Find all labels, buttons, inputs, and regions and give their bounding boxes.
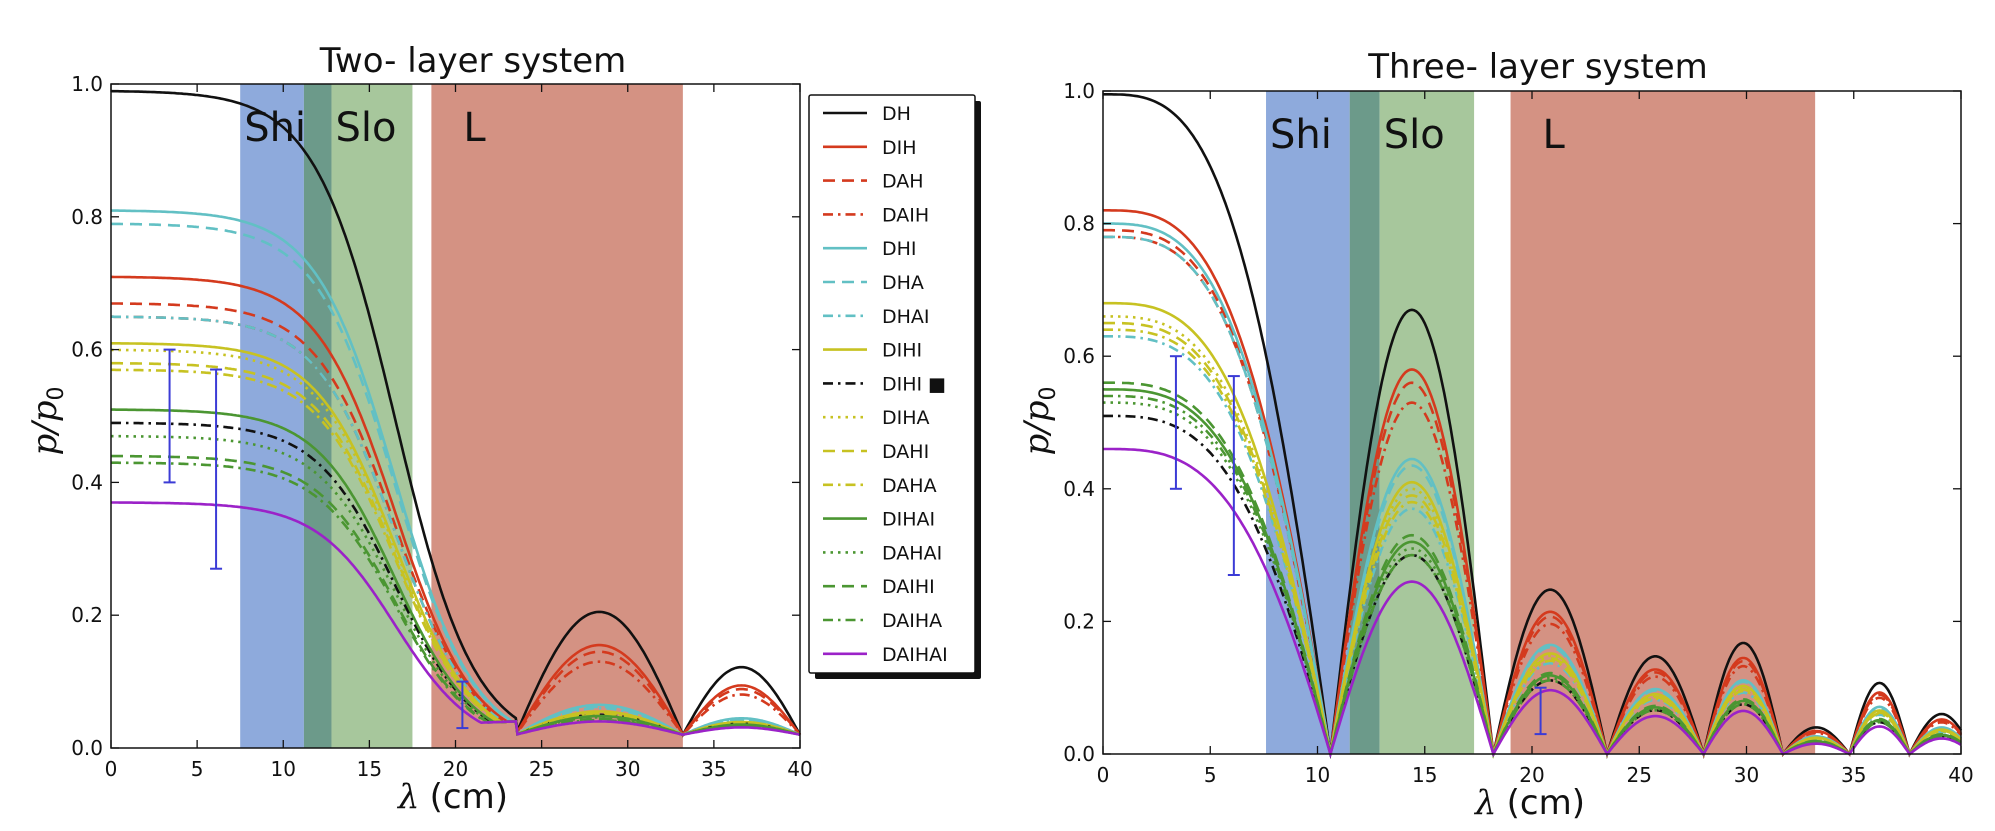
- x-tick-label: 20: [443, 757, 468, 781]
- legend-entry: DAIHA: [882, 610, 942, 632]
- region-label: Shi: [244, 105, 306, 151]
- legend: DH DIH DAH DAIH DHI DHA DHAI DIHI DIHI ■ DIHA DAHI…: [808, 94, 981, 679]
- series-line: [1103, 93, 1963, 760]
- x-tick-label: 35: [701, 757, 726, 781]
- x-tick-label: 5: [191, 757, 204, 781]
- legend-entry: DHI: [882, 238, 917, 260]
- legend-entry: DHAI: [882, 306, 930, 328]
- legend-entry: DAIHAI: [882, 644, 948, 666]
- y-tick-label: 0.0: [1063, 742, 1095, 766]
- y-tick-label: 1.0: [71, 72, 103, 96]
- y-tick-label: 0.2: [1063, 609, 1095, 633]
- x-tick-label: 25: [529, 757, 554, 781]
- legend-entry: DIHAI: [882, 509, 935, 531]
- region-label: Slo: [1384, 112, 1445, 158]
- x-tick-label: 30: [1734, 763, 1759, 787]
- region-band: [431, 84, 683, 748]
- y-tick-label: 0.4: [71, 470, 103, 494]
- y-tick-label: 0.6: [71, 338, 103, 362]
- legend-entry: DAIHI: [882, 576, 935, 598]
- x-tick-label: 0: [1097, 763, 1110, 787]
- series-line: [1103, 235, 1962, 758]
- y-tick-label: 0.2: [71, 603, 103, 627]
- chart-title: Two- layer system: [319, 41, 626, 81]
- y-tick-label: 0.0: [71, 736, 103, 760]
- series-line: [111, 421, 801, 737]
- series-line: [1103, 315, 1962, 759]
- three-layer-chart: Three- layer system Shi Slo L 0 5 10 15 20 25 30…: [1017, 47, 1974, 823]
- series-line: [1103, 228, 1963, 759]
- y-axis-label: p/p0: [25, 387, 69, 456]
- legend-entry: DAH: [882, 171, 924, 193]
- series-line: [111, 302, 802, 737]
- x-axis-label: λ (cm): [1473, 783, 1585, 823]
- region-band: [240, 84, 304, 748]
- x-tick-label: 0: [105, 757, 118, 781]
- x-axis-label: λ (cm): [396, 777, 508, 817]
- legend-entry: DAHI: [882, 441, 929, 463]
- legend-entry: DAHA: [882, 475, 937, 497]
- chart-title: Three- layer system: [1367, 47, 1708, 87]
- x-tick-label: 5: [1204, 763, 1217, 787]
- region-label: Shi: [1270, 112, 1332, 158]
- series-line: [1103, 321, 1962, 759]
- region-label: Slo: [335, 105, 396, 151]
- y-tick-label: 0.8: [1063, 212, 1095, 236]
- region-label: L: [1543, 112, 1566, 158]
- series-line: [111, 461, 801, 737]
- legend-entry: DIH: [882, 137, 917, 159]
- x-tick-label: 10: [1305, 763, 1330, 787]
- x-tick-label: 40: [787, 757, 812, 781]
- x-tick-label: 10: [271, 757, 296, 781]
- legend-entry: DIHI: [882, 340, 922, 362]
- series-line: [111, 501, 801, 737]
- legend-entry: DAIH: [882, 204, 929, 226]
- y-tick-label: 1.0: [1063, 79, 1095, 103]
- legend-box: [808, 94, 976, 674]
- y-axis-label: p/p0: [1017, 387, 1061, 456]
- series-line: [1103, 328, 1962, 759]
- series-line: [1103, 447, 1962, 759]
- x-tick-label: 40: [1948, 763, 1973, 787]
- legend-entry: DHA: [882, 272, 924, 294]
- y-tick-label: 0.6: [1063, 344, 1095, 368]
- legend-entry: DIHA: [882, 407, 930, 429]
- region-band: [1510, 91, 1816, 754]
- x-tick-label: 15: [1412, 763, 1437, 787]
- x-tick-label: 25: [1627, 763, 1652, 787]
- x-tick-label: 30: [615, 757, 640, 781]
- series-line: [111, 434, 801, 737]
- two-layer-chart: Two- layer system Shi Slo L 0 5 10 15 20 25 30 35…: [25, 41, 981, 817]
- region-label: L: [463, 105, 486, 151]
- y-tick-label: 0.4: [1063, 477, 1095, 501]
- x-tick-label: 15: [357, 757, 382, 781]
- y-tick-label: 0.8: [71, 205, 103, 229]
- legend-entry: DH: [882, 103, 911, 125]
- x-tick-label: 35: [1841, 763, 1866, 787]
- series-line: [1103, 394, 1962, 758]
- legend-entry: DIHI ■: [882, 373, 946, 395]
- region-band: [331, 84, 413, 748]
- legend-entry: DAHAI: [882, 542, 942, 564]
- series-line: [1103, 381, 1962, 759]
- x-tick-label: 20: [1519, 763, 1544, 787]
